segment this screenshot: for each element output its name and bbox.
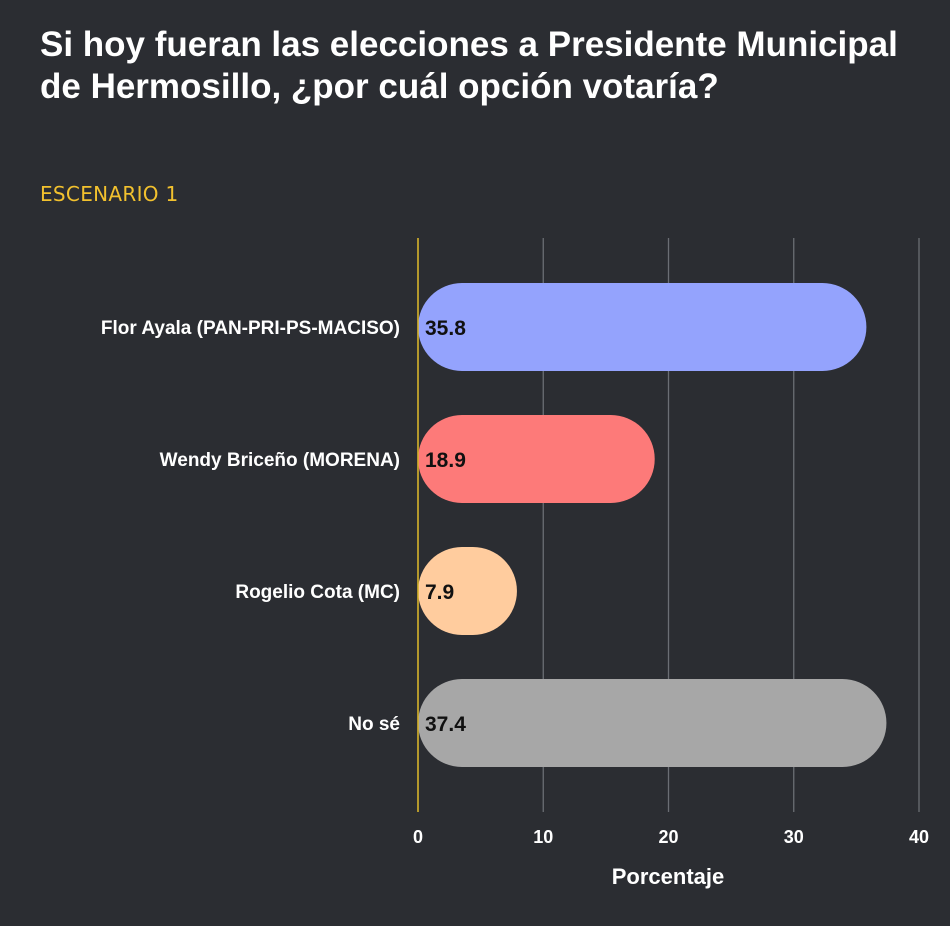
- x-tick-label-30: 30: [784, 827, 804, 847]
- category-label-1: Flor Ayala (PAN-PRI-PS-MACISO): [101, 318, 400, 339]
- category-label-2: Wendy Briceño (MORENA): [160, 450, 400, 471]
- x-tick-label-0: 0: [413, 827, 423, 847]
- x-tick-label-20: 20: [658, 827, 678, 847]
- bar-value-label-3: 7.9: [425, 581, 454, 604]
- x-tick-label-40: 40: [909, 827, 929, 847]
- x-tick-label-10: 10: [533, 827, 553, 847]
- x-axis-title: Porcentaje: [612, 864, 725, 889]
- bar-4: [418, 679, 887, 767]
- bar-1: [418, 283, 867, 371]
- bar-value-label-2: 18.9: [425, 449, 466, 472]
- chart-title: Si hoy fueran las elecciones a President…: [40, 25, 898, 106]
- bar-value-label-4: 37.4: [425, 713, 466, 736]
- category-label-4: No sé: [348, 714, 400, 735]
- bar-2: [418, 415, 655, 503]
- bar-value-label-1: 35.8: [425, 317, 466, 340]
- chart-subtitle: ESCENARIO 1: [40, 182, 179, 206]
- bar-3: [418, 547, 517, 635]
- category-label-3: Rogelio Cota (MC): [235, 582, 400, 603]
- axes: 0 10 20 30 40 Flor Ayala (PAN-PRI-PS-MACISO) W…: [101, 238, 929, 847]
- bars: 35.8 18.9 7.9 37.4: [418, 283, 887, 767]
